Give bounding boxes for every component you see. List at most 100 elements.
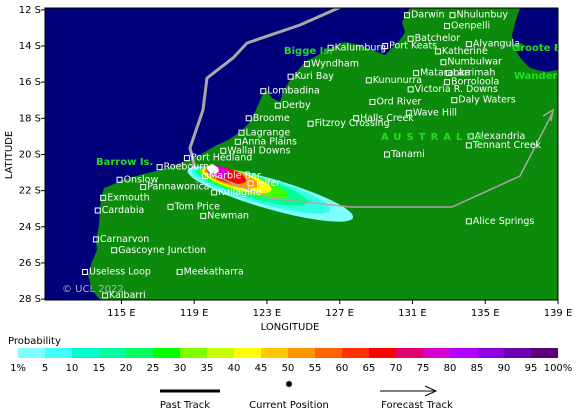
y-tick-label: 22 S xyxy=(19,186,41,197)
legend-forecast-arrow xyxy=(380,385,438,397)
colorbar-swatch xyxy=(126,348,153,358)
place-label: Alice Springs xyxy=(473,216,535,227)
place-label: Wallal Downs xyxy=(227,145,290,156)
place-marker xyxy=(434,48,441,55)
place-label: Roebourne xyxy=(164,162,215,173)
colorbar-label: 1% xyxy=(10,363,26,374)
x-tick-label: 115 E xyxy=(107,308,136,319)
legend-current-dot xyxy=(286,381,292,387)
colorbar-label: 30 xyxy=(174,363,187,374)
place-label: Lombadina xyxy=(267,86,320,97)
place-marker xyxy=(156,164,163,171)
place-marker xyxy=(111,247,118,254)
place-label: Marble Bar xyxy=(209,171,261,182)
legend-label: Forecast Track xyxy=(381,400,453,411)
place-marker xyxy=(451,97,458,104)
place-marker xyxy=(247,180,254,187)
place-label: Kununurra xyxy=(373,75,422,86)
place-marker xyxy=(353,115,360,122)
place-label: Tanami xyxy=(390,149,425,160)
place-marker xyxy=(407,86,414,93)
colorbar: 1% 5 10 15 20 25 30 35 40 45 50 55 60 65 70 75 80 85 90 95 1… xyxy=(10,348,572,374)
colorbar-label: 40 xyxy=(228,363,241,374)
y-tick-label: 20 S xyxy=(19,149,41,160)
place-label: Alexandria xyxy=(475,131,526,142)
place-marker xyxy=(94,207,101,214)
colorbar-label: 70 xyxy=(390,363,403,374)
copyright: © UCL 2022 xyxy=(62,284,124,295)
place-marker xyxy=(92,236,99,243)
colorbar-swatch xyxy=(207,348,234,358)
colorbar-swatch xyxy=(99,348,126,358)
colorbar-swatch xyxy=(504,348,531,358)
place-marker xyxy=(82,268,89,275)
region-label: Barrow Is. xyxy=(96,157,153,168)
region-label: Bigge Is. xyxy=(284,46,333,57)
place-marker xyxy=(303,61,310,68)
place-label: Fitzroy Crossing xyxy=(315,118,390,129)
colorbar-swatch xyxy=(72,348,99,358)
y-tick-label: 12 S xyxy=(19,5,41,16)
past-track xyxy=(188,8,343,169)
colorbar-swatch xyxy=(315,348,342,358)
place-label: Daly Waters xyxy=(458,95,516,106)
x-tick-label: 139 E xyxy=(544,308,573,319)
place-label: Wyndham xyxy=(311,59,359,70)
place-marker xyxy=(369,99,376,106)
place-label: Alyangula xyxy=(473,39,520,50)
colorbar-swatch xyxy=(234,348,261,358)
colorbar-label: 85 xyxy=(471,363,484,374)
y-tick-label: 16 S xyxy=(19,77,41,88)
place-label: Tennant Creek xyxy=(472,140,542,151)
y-tick-label: 26 S xyxy=(19,258,41,269)
region-label: Groote Eyl xyxy=(512,43,571,54)
x-axis-title: LONGITUDE xyxy=(261,322,320,333)
colorbar-label: 45 xyxy=(255,363,268,374)
colorbar-swatch xyxy=(369,348,396,358)
colorbar-swatch xyxy=(261,348,288,358)
place-label: Port Keats xyxy=(389,40,437,51)
place-marker xyxy=(116,176,123,183)
place-marker xyxy=(100,194,107,201)
place-marker xyxy=(211,189,218,196)
place-marker xyxy=(444,79,451,86)
place-marker xyxy=(465,218,472,225)
place-label: Kullagine xyxy=(218,187,262,198)
x-tick-label: 131 E xyxy=(398,308,427,319)
place-marker xyxy=(245,115,252,122)
place-label: Kalumburg xyxy=(335,42,387,53)
place-label: Carnarvon xyxy=(100,234,149,245)
place-label: Nhulunbuy xyxy=(456,10,508,21)
y-tick-label: 28 S xyxy=(19,294,41,305)
x-tick-label: 119 E xyxy=(180,308,209,319)
place-label: Kalbarri xyxy=(109,290,146,301)
place-marker xyxy=(238,129,245,136)
place-marker xyxy=(287,73,294,80)
place-label: Derby xyxy=(282,100,311,111)
colorbar-label: 20 xyxy=(120,363,133,374)
place-label: Useless Loop xyxy=(89,266,151,277)
region-label: AUSTRALIA xyxy=(381,132,489,143)
colorbar-swatch xyxy=(18,348,45,358)
colorbar-label: 100% xyxy=(544,363,573,374)
place-marker xyxy=(465,41,472,48)
colorbar-label: 50 xyxy=(282,363,295,374)
place-marker xyxy=(384,151,390,158)
probability-swath xyxy=(187,164,354,222)
current-position xyxy=(207,164,219,174)
colorbar-label: 60 xyxy=(336,363,349,374)
place-label: Lagrange xyxy=(245,127,290,138)
colorbar-label: 55 xyxy=(309,363,322,374)
place-marker xyxy=(202,173,209,180)
place-label: Kuri Bay xyxy=(295,71,335,82)
legend-label: Current Position xyxy=(249,400,329,411)
place-marker xyxy=(449,12,456,19)
place-marker xyxy=(365,77,372,84)
colorbar-swatch xyxy=(45,348,72,358)
place-marker xyxy=(445,70,452,77)
place-label: Telfer xyxy=(254,178,281,189)
colorbar-swatch xyxy=(531,348,558,358)
place-marker xyxy=(327,44,334,51)
colorbar-swatch xyxy=(477,348,504,358)
